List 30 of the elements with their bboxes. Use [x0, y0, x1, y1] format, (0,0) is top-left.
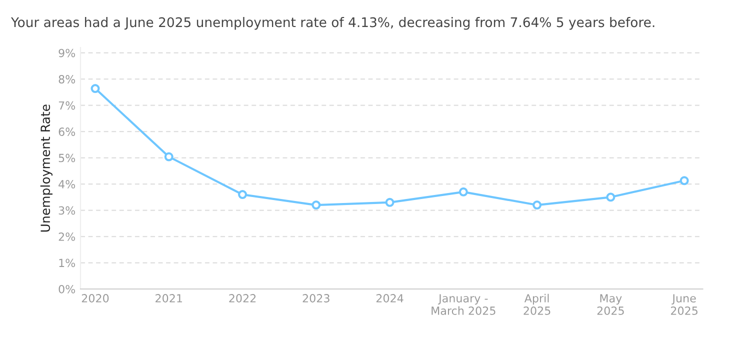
point [458, 187, 468, 196]
y-tick-label: 6% [58, 128, 76, 136]
point [385, 198, 394, 207]
x-tick-label: 2021 [156, 294, 182, 302]
point [312, 200, 321, 210]
y-tick-label: 9% [58, 48, 76, 58]
point [532, 200, 542, 210]
x-tick-label: June 2025 [670, 294, 698, 315]
y-tick-label: 2% [58, 232, 76, 241]
y-tick-label: 4% [58, 180, 76, 188]
y-tick-label: 0% [58, 284, 76, 294]
point [164, 152, 174, 162]
y-tick-label: 7% [58, 101, 76, 110]
y-tick-label: 1% [59, 258, 76, 268]
x-tick-label: 2022 [229, 294, 256, 302]
x-tick-label: January - March 2025 [432, 294, 496, 315]
point [238, 190, 248, 200]
y-tick-label: 8% [58, 75, 76, 84]
x-tick-label: April 2025 [524, 294, 550, 315]
point [680, 176, 689, 186]
x-tick-label: 2024 [376, 294, 404, 302]
point [606, 192, 616, 202]
y-axis-title: Unemployment Rate [40, 104, 52, 232]
point [90, 84, 100, 94]
y-tick-label: 5% [58, 154, 76, 162]
x-tick-label: 2023 [302, 294, 330, 302]
x-tick-label: May 2025 [597, 294, 624, 315]
chart-title: Your areas had a June 2025 unemployment rate of 4.13%, decreasing from 7.64% 5 years before. [10, 17, 654, 30]
y-tick-label: 3% [58, 206, 76, 215]
x-tick-label: 2020 [82, 294, 109, 302]
